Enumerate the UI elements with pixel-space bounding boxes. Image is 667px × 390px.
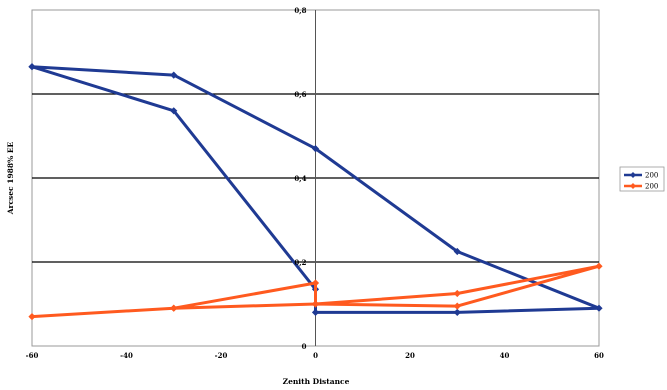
data-point bbox=[28, 63, 36, 71]
x-tick-label: -40 bbox=[120, 351, 133, 360]
series-line-1 bbox=[31, 65, 601, 314]
x-tick-label: 60 bbox=[594, 351, 604, 360]
y-tick-label: 0,2 bbox=[294, 258, 306, 267]
y-axis-title: Arcsec 1988% EE bbox=[6, 141, 15, 215]
data-point bbox=[453, 308, 461, 316]
data-point bbox=[170, 107, 178, 115]
data-point bbox=[311, 308, 320, 316]
data-point bbox=[595, 262, 603, 270]
x-tick-label: -60 bbox=[26, 351, 39, 360]
legend-marker bbox=[630, 172, 636, 178]
data-point bbox=[311, 279, 320, 287]
data-point bbox=[595, 304, 603, 312]
data-point bbox=[311, 145, 320, 153]
data-point bbox=[170, 71, 178, 79]
data-point bbox=[453, 247, 461, 256]
data-point bbox=[311, 300, 320, 308]
x-axis-title: Zenith Distance bbox=[283, 377, 350, 386]
y-tick-label: 0 bbox=[302, 342, 307, 351]
y-tick-label: 0,8 bbox=[294, 6, 306, 15]
legend-label: 200 bbox=[645, 183, 658, 191]
data-point bbox=[453, 302, 461, 310]
legend-marker bbox=[630, 183, 636, 189]
data-point bbox=[170, 304, 178, 312]
x-tick-label: 40 bbox=[500, 351, 510, 360]
y-tick-label: 0,6 bbox=[294, 90, 306, 99]
series-group bbox=[28, 63, 603, 321]
y-tick-label: 0,4 bbox=[294, 174, 306, 183]
x-tick-label: 20 bbox=[405, 351, 415, 360]
data-point bbox=[28, 313, 36, 321]
data-point bbox=[453, 289, 461, 298]
x-tick-label: 0 bbox=[313, 351, 318, 360]
x-tick-label: -20 bbox=[215, 351, 228, 360]
legend-label: 200 bbox=[645, 172, 658, 180]
tick-labels: 0 0,2 0,4 0,6 0,8 -60 -40 -20 0 20 40 60 bbox=[26, 6, 604, 360]
